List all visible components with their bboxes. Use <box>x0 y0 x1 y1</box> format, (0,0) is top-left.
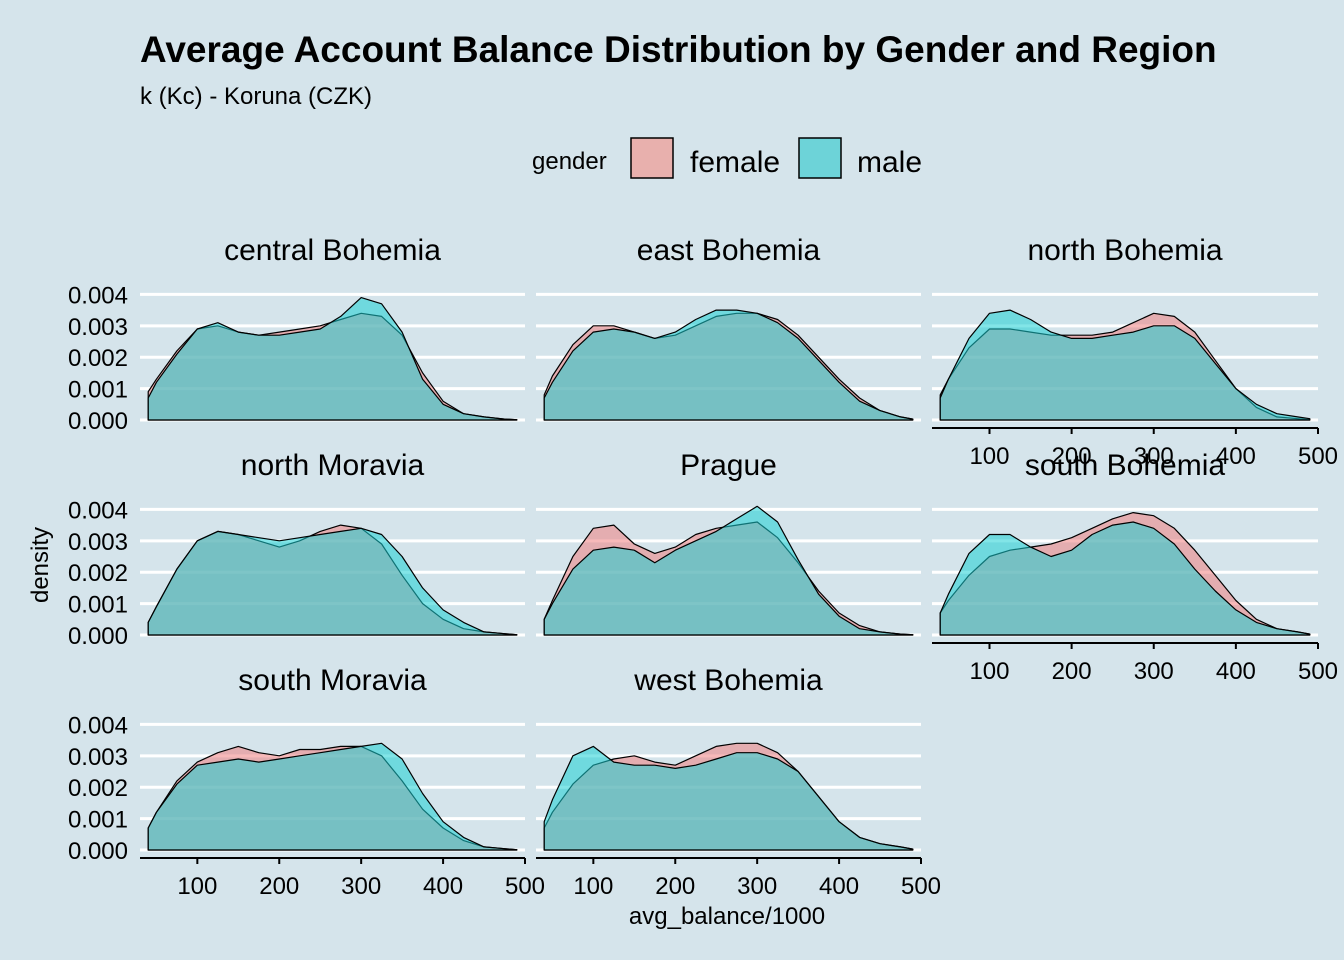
x-tick-label: 200 <box>1052 658 1092 685</box>
x-tick-label: 300 <box>341 873 381 900</box>
panel-north-bohemia: north Bohemia 100 200 300 400 500 <box>932 234 1338 470</box>
x-tick-label: 500 <box>1298 443 1338 470</box>
x-tick-label: 300 <box>1134 658 1174 685</box>
legend-swatch-female <box>630 137 674 179</box>
panel-north-moravia: north Moravia 0.000 0.001 0.002 0.003 0.004 <box>68 449 525 650</box>
y-axis-title: density <box>27 527 54 603</box>
facet-panels: central Bohemia 0.000 0.001 0.002 0.003 0.004… <box>68 234 1338 900</box>
y-tick-label: 0.000 <box>68 408 128 435</box>
x-tick-label: 500 <box>505 873 545 900</box>
panel-west-bohemia: west Bohemia 100 200 300 400 500 <box>536 664 941 900</box>
y-tick-label: 0.002 <box>68 345 128 372</box>
y-tick-label: 0.002 <box>68 560 128 587</box>
legend-label-male: male <box>857 146 922 179</box>
x-tick-label: 100 <box>969 658 1009 685</box>
density-male <box>147 297 518 421</box>
x-tick-label: 400 <box>423 873 463 900</box>
x-tick-label: 300 <box>737 873 777 900</box>
y-tick-label: 0.000 <box>68 838 128 865</box>
facet-strip-label: west Bohemia <box>633 664 823 697</box>
facet-strip-label: central Bohemia <box>224 234 441 267</box>
density-male <box>543 745 914 851</box>
density-male <box>939 309 1311 421</box>
x-tick-label: 400 <box>1216 443 1256 470</box>
x-tick-label: 200 <box>655 873 695 900</box>
facet-strip-label: south Moravia <box>238 664 427 697</box>
x-tick-label: 200 <box>1052 443 1092 470</box>
y-tick-label: 0.004 <box>68 712 128 739</box>
x-tick-label: 400 <box>1216 658 1256 685</box>
legend-swatch-male <box>798 137 842 179</box>
panel-central-bohemia: central Bohemia 0.000 0.001 0.002 0.003 0.004 <box>68 234 525 435</box>
density-male <box>939 521 1311 636</box>
x-tick-label: 500 <box>1298 658 1338 685</box>
facet-strip-label: Prague <box>680 449 777 482</box>
density-male <box>543 505 914 636</box>
x-tick-label: 200 <box>259 873 299 900</box>
y-tick-label: 0.000 <box>68 623 128 650</box>
panel-south-bohemia: south Bohemia 100 200 300 400 500 <box>932 449 1338 685</box>
y-tick-label: 0.001 <box>68 807 128 834</box>
facet-strip-label: east Bohemia <box>637 234 821 267</box>
density-male <box>147 742 518 851</box>
panel-south-moravia: south Moravia 0.000 0.001 0.002 0.003 0.004 10… <box>68 664 545 900</box>
x-tick-label: 100 <box>969 443 1009 470</box>
facet-strip-label: south Bohemia <box>1025 449 1225 482</box>
panel-prague: Prague <box>536 449 921 637</box>
y-tick-label: 0.004 <box>68 497 128 524</box>
x-tick-label: 400 <box>819 873 859 900</box>
x-tick-label: 300 <box>1134 443 1174 470</box>
x-axis-title: avg_balance/1000 <box>629 903 825 930</box>
density-male <box>147 527 518 636</box>
y-tick-label: 0.001 <box>68 592 128 619</box>
y-tick-label: 0.003 <box>68 529 128 556</box>
facet-strip-label: north Bohemia <box>1027 234 1222 267</box>
legend-label-female: female <box>690 146 780 179</box>
density-male <box>543 309 914 421</box>
y-tick-label: 0.003 <box>68 314 128 341</box>
y-tick-label: 0.003 <box>68 744 128 771</box>
x-tick-label: 100 <box>573 873 613 900</box>
chart-subtitle: k (Kc) - Koruna (CZK) <box>140 83 372 110</box>
y-tick-label: 0.002 <box>68 775 128 802</box>
chart-title: Average Account Balance Distribution by … <box>140 29 1217 70</box>
panel-east-bohemia: east Bohemia <box>536 234 921 422</box>
legend: gender female male <box>532 137 922 179</box>
legend-title: gender <box>532 148 607 175</box>
x-tick-label: 100 <box>177 873 217 900</box>
y-tick-label: 0.001 <box>68 377 128 404</box>
facet-strip-label: north Moravia <box>241 449 425 482</box>
x-tick-label: 500 <box>901 873 941 900</box>
y-tick-label: 0.004 <box>68 282 128 309</box>
